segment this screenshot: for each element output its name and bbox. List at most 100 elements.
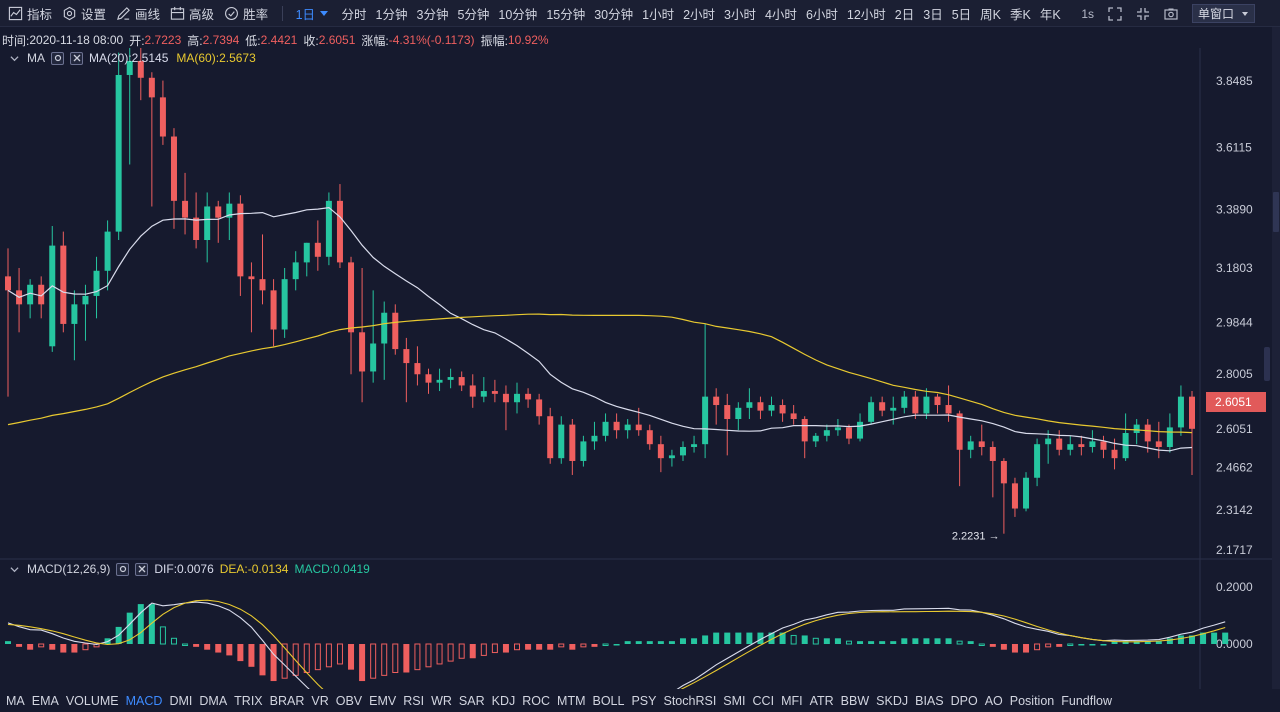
low-value: 2.4421 (260, 33, 298, 47)
interval-selector[interactable]: 1日 (291, 4, 337, 23)
macd-bar (370, 643, 377, 679)
chevron-down-icon[interactable] (10, 565, 19, 574)
window-mode-select[interactable]: 单窗口 (1192, 4, 1255, 23)
interval-option[interactable]: 12小时 (846, 7, 886, 22)
indicator-tab[interactable]: Fundflow (1061, 693, 1112, 708)
indicator-tab[interactable]: StochRSI (663, 693, 717, 708)
refresh-rate[interactable]: 1s (1081, 6, 1094, 21)
panel-resize-handle[interactable] (1264, 347, 1270, 381)
indicator-tab[interactable]: BIAS (915, 693, 944, 708)
screenshot-icon[interactable] (1164, 7, 1178, 21)
interval-option[interactable]: 2日 (894, 7, 915, 22)
settings-button[interactable]: 设置 (62, 4, 106, 23)
interval-option[interactable]: 30分钟 (594, 7, 634, 22)
indicator-tab[interactable]: BOLL (592, 693, 625, 708)
candle-body (38, 284, 45, 305)
advanced-button[interactable]: 高级 (170, 4, 214, 23)
price-chart[interactable]: 3.8485 3.6115 3.3890 3.1803 2.9844 2.8005 2.60… (0, 48, 1272, 689)
macd-bar (635, 641, 642, 644)
interval-option[interactable]: 4小时 (764, 7, 797, 22)
interval-option[interactable]: 1分钟 (375, 7, 408, 22)
legend-close-icon[interactable] (70, 51, 83, 65)
ma60-line (7, 313, 1193, 434)
vertical-scrollbar[interactable] (1272, 27, 1280, 689)
indicator-tab[interactable]: ATR (809, 693, 834, 708)
candle-body (967, 441, 974, 450)
interval-option[interactable]: 1小时 (642, 7, 675, 22)
macd-bar (1056, 644, 1063, 647)
chevron-down-icon[interactable] (10, 54, 19, 63)
interval-option[interactable]: 5日 (951, 7, 972, 22)
indicator-tab[interactable]: MTM (557, 693, 586, 708)
macd-bar (436, 643, 443, 665)
indicator-tab[interactable]: BRAR (269, 693, 305, 708)
interval-option[interactable]: 季K (1010, 7, 1031, 22)
indicator-tab[interactable]: DPO (950, 693, 978, 708)
macd-bar (491, 643, 498, 654)
settings-label: 设置 (81, 7, 107, 22)
legend-settings-icon[interactable] (51, 51, 64, 65)
indicator-tab[interactable]: WR (431, 693, 452, 708)
interval-option[interactable]: 3分钟 (416, 7, 449, 22)
candle-body (890, 407, 897, 411)
fullscreen-icon[interactable] (1108, 6, 1122, 21)
macd-bar (602, 643, 609, 646)
interval-option[interactable]: 分时 (341, 7, 367, 22)
macd-bar (768, 632, 775, 644)
interval-option[interactable]: 5分钟 (457, 7, 490, 22)
interval-option[interactable]: 年K (1039, 7, 1061, 22)
candle-body (1045, 438, 1052, 445)
candle-body (845, 427, 852, 439)
scrollbar-thumb[interactable] (1273, 192, 1279, 232)
indicator-tab[interactable]: BBW (840, 693, 870, 708)
interval-option[interactable]: 10分钟 (498, 7, 538, 22)
indicator-tab[interactable]: EMA (31, 693, 59, 708)
macd-bar (182, 643, 189, 646)
indicator-tab[interactable]: KDJ (491, 693, 516, 708)
draw-line-button[interactable]: 画线 (116, 4, 160, 23)
candle-body (580, 441, 587, 461)
macd-bar (447, 643, 454, 662)
interval-option[interactable]: 周K (980, 7, 1001, 22)
indicator-tab[interactable]: MACD (125, 693, 163, 708)
macd-bar (1089, 644, 1096, 646)
indicator-icon (8, 6, 23, 20)
win-rate-button[interactable]: 胜率 (224, 4, 268, 23)
dea-line (7, 599, 1226, 689)
interval-option[interactable]: 3日 (923, 7, 943, 22)
candle-body (170, 136, 177, 201)
dif-line (7, 601, 1226, 689)
indicator-tab[interactable]: DMI (169, 693, 193, 708)
legend-close-icon[interactable] (135, 562, 149, 576)
collapse-icon[interactable] (1136, 7, 1150, 21)
legend-settings-icon[interactable] (116, 562, 130, 576)
macd-bar (923, 638, 930, 644)
indicator-tab[interactable]: SKDJ (876, 693, 909, 708)
indicator-tab[interactable]: VR (311, 693, 329, 708)
indicator-tab[interactable]: RSI (403, 693, 425, 708)
macd-bar (49, 644, 56, 650)
low-price-marker: 2.2231 → (952, 531, 1000, 543)
indicator-tab[interactable]: Position (1009, 693, 1055, 708)
indicator-tab[interactable]: SMI (723, 693, 746, 708)
chevron-down-icon (1242, 11, 1248, 16)
indicator-button[interactable]: 指标 (8, 4, 52, 23)
interval-option[interactable]: 3小时 (724, 7, 756, 22)
indicator-tab[interactable]: VOLUME (65, 693, 119, 708)
interval-option[interactable]: 2小时 (683, 7, 716, 22)
indicator-tab[interactable]: OBV (335, 693, 363, 708)
indicator-tab[interactable]: PSY (631, 693, 657, 708)
indicator-tab[interactable]: EMV (369, 693, 397, 708)
indicator-tab[interactable]: TRIX (234, 693, 263, 708)
indicator-tab[interactable]: DMA (199, 693, 228, 708)
interval-option[interactable]: 6小时 (805, 7, 838, 22)
indicator-tab[interactable]: AO (984, 693, 1003, 708)
indicator-tab[interactable]: CCI (752, 693, 775, 708)
indicator-tab[interactable]: ROC (522, 693, 551, 708)
indicator-tab[interactable]: MA (6, 693, 25, 708)
macd-bar (259, 644, 266, 676)
interval-option[interactable]: 15分钟 (546, 7, 586, 22)
indicator-tab[interactable]: SAR (458, 693, 485, 708)
indicator-tab[interactable]: MFI (781, 693, 803, 708)
macd-bar (148, 604, 155, 644)
